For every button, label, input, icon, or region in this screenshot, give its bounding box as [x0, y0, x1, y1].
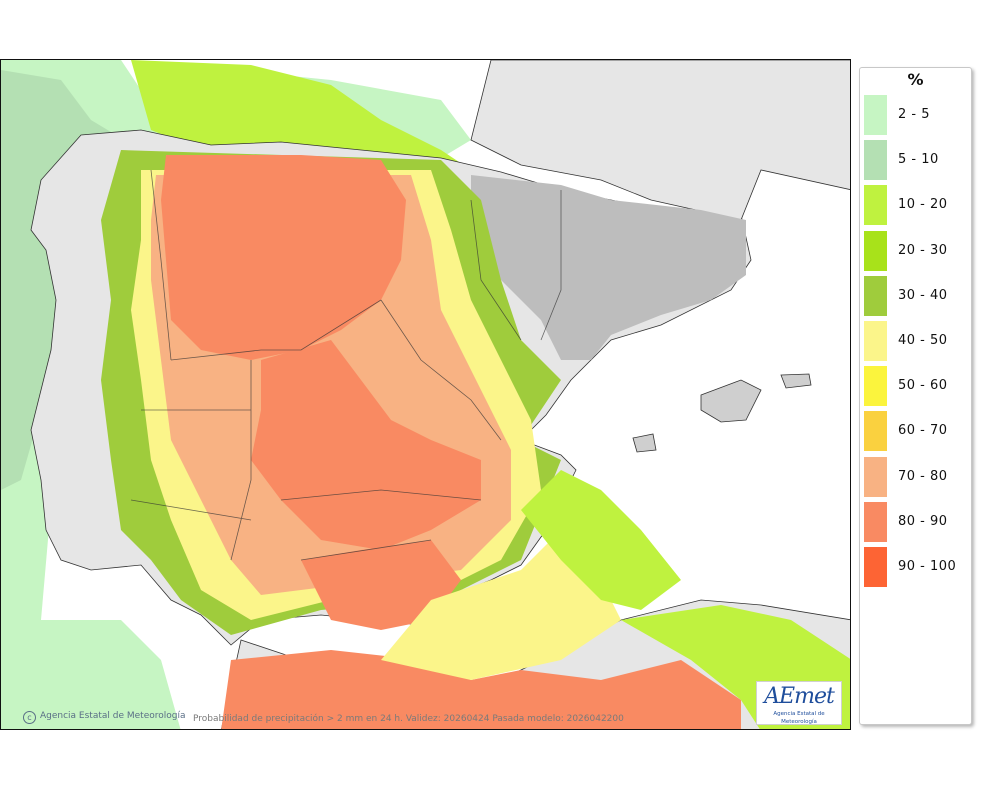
legend: % 2 - 5 5 - 10 10 - 20 20 - 30 30 - 40 40 - 5…	[859, 67, 972, 725]
menorca	[780, 373, 812, 389]
legend-label: 50 - 60	[898, 378, 948, 394]
legend-entry: 30 - 40	[864, 275, 968, 316]
legend-swatch	[864, 456, 887, 497]
agency-credit: c Agencia Estatal de Meteorología	[23, 711, 186, 724]
legend-swatch	[864, 411, 887, 452]
ibiza	[632, 433, 657, 453]
legend-entry: 5 - 10	[864, 140, 968, 181]
legend-entry: 50 - 60	[864, 366, 968, 407]
legend-label: 20 - 30	[898, 242, 948, 258]
legend-swatch	[864, 95, 887, 135]
legend-label: 40 - 50	[898, 333, 948, 348]
legend-label: 80 - 90	[898, 513, 948, 529]
legend-swatch	[864, 230, 887, 271]
legend-swatch	[864, 140, 887, 181]
legend-label: 10 - 20	[898, 197, 948, 213]
med-band	[381, 530, 621, 680]
legend-swatch	[864, 321, 887, 361]
aemet-logo-mark: AEmet	[764, 684, 835, 709]
aemet-logo: AEmet Agencia Estatal de Meteorología	[756, 681, 842, 725]
legend-swatch	[864, 185, 887, 226]
agency-credit-text: Agencia Estatal de Meteorología	[40, 711, 186, 721]
ne-terrain	[471, 175, 746, 360]
province-borders	[130, 169, 562, 561]
africa-high	[221, 650, 741, 729]
copyright-icon: c	[23, 711, 36, 724]
model-caption: Probabilidad de precipitación > 2 mm en …	[193, 714, 624, 724]
south-high	[301, 540, 461, 630]
legend-entry: 20 - 30	[864, 230, 968, 271]
precipitation-probability-map: c Agencia Estatal de Meteorología Probabi…	[0, 59, 851, 730]
aemet-logo-subtitle: Agencia Estatal de Meteorología	[773, 711, 825, 725]
legend-entry: 80 - 90	[864, 501, 968, 542]
legend-swatch	[864, 547, 887, 587]
legend-entry: 40 - 50	[864, 321, 968, 361]
north-plateau-high	[161, 155, 406, 360]
legend-unit: %	[907, 70, 924, 89]
legend-label: 5 - 10	[898, 152, 939, 168]
legend-entry: 70 - 80	[864, 456, 968, 497]
legend-label: 2 - 5	[898, 107, 930, 122]
legend-swatch	[864, 366, 887, 407]
legend-entry: 60 - 70	[864, 411, 968, 452]
legend-label: 70 - 80	[898, 468, 948, 484]
mallorca	[700, 379, 762, 423]
legend-swatch	[864, 275, 887, 316]
legend-entry: 2 - 5	[864, 95, 968, 135]
map-canvas	[1, 60, 850, 729]
legend-label: 90 - 100	[898, 559, 957, 574]
med-green	[521, 470, 681, 610]
legend-entry: 90 - 100	[864, 547, 968, 587]
legend-entry: 10 - 20	[864, 185, 968, 226]
legend-label: 60 - 70	[898, 423, 948, 439]
legend-swatch	[864, 501, 887, 542]
legend-label: 30 - 40	[898, 287, 948, 303]
